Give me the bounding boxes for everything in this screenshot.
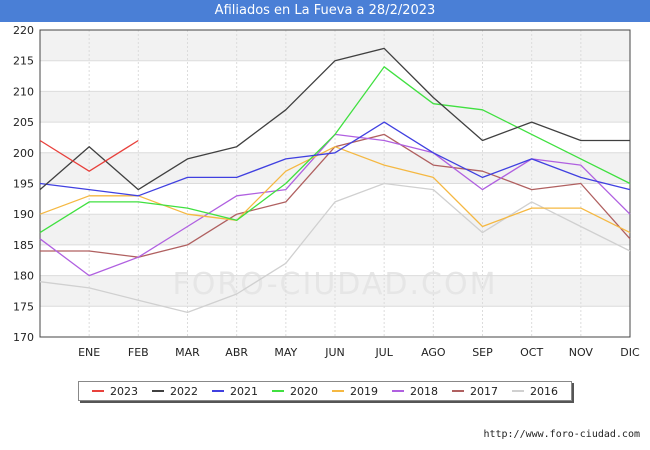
watermark: FORO-CIUDAD.COM [173,267,498,302]
legend-label: 2018 [410,384,438,398]
x-tick-label: SEP [472,346,493,358]
y-tick-label: 220 [13,24,34,37]
legend-item-2017: 2017 [452,385,498,398]
y-tick-label: 210 [13,85,34,98]
legend-item-2021: 2021 [212,385,258,398]
x-tick-label: NOV [569,346,594,358]
y-tick-label: 170 [13,331,34,344]
legend-swatch [392,390,404,392]
legend-swatch [92,390,104,392]
x-tick-label: MAY [274,346,297,358]
legend-swatch [452,390,464,392]
x-tick-label: JUL [374,346,393,358]
chart-title: Afiliados en La Fueva a 28/2/2023 [0,0,650,22]
series-line-2023 [39,139,139,172]
series-line-2022 [39,47,630,191]
line-chart: FORO-CIUDAD.COM 170 175 180 185 190 195 200 205 2… [13,24,640,358]
legend-item-2022: 2022 [152,385,198,398]
legend-item-2018: 2018 [392,385,438,398]
x-tick-label: MAR [175,346,200,358]
legend-item-2020: 2020 [272,385,318,398]
legend-label: 2016 [530,384,558,398]
legend-label: 2022 [170,384,198,398]
legend-swatch [512,390,524,392]
source-link[interactable]: http://www.foro-ciudad.com [483,429,640,440]
y-tick-label: 180 [13,270,34,283]
x-tick-label: JUN [324,346,345,358]
y-tick-label: 190 [13,208,34,221]
y-tick-label: 175 [13,300,34,313]
x-tick-label: ABR [225,346,248,358]
y-tick-label: 200 [13,147,34,160]
legend-item-2019: 2019 [332,385,378,398]
legend-swatch [272,390,284,392]
legend-item-2023: 2023 [92,385,138,398]
x-tick-label: AGO [421,346,446,358]
series-line-2021 [39,121,631,197]
legend-swatch [332,390,344,392]
y-tick-label: 215 [13,55,34,68]
chart-legend: 2023 2022 2021 2020 2019 2018 2017 2016 [78,381,572,401]
legend-label: 2021 [230,384,258,398]
legend-label: 2017 [470,384,498,398]
legend-label: 2023 [110,384,138,398]
legend-swatch [212,390,224,392]
x-tick-label: OCT [520,346,543,358]
legend-label: 2019 [350,384,378,398]
y-tick-label: 205 [13,116,34,129]
x-tick-label: DIC [620,346,640,358]
y-tick-label: 185 [13,239,34,252]
legend-swatch [152,390,164,392]
legend-item-2016: 2016 [512,385,558,398]
series-line-2016 [39,182,631,314]
y-tick-label: 195 [13,178,34,191]
x-tick-label: ENE [78,346,100,358]
x-tick-label: FEB [128,346,149,358]
series-line-2020 [39,66,631,234]
legend-label: 2020 [290,384,318,398]
